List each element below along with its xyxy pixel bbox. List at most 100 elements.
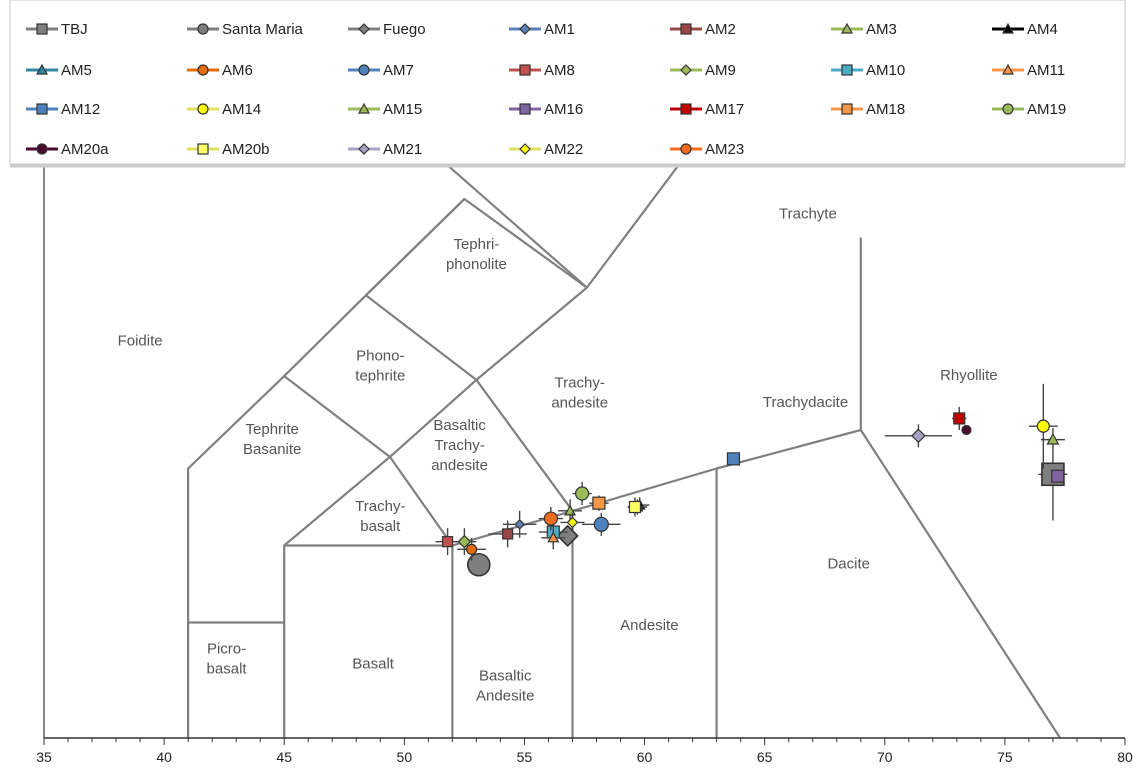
legend-label: AM23: [705, 141, 744, 158]
series-am14: [1028, 383, 1058, 469]
legend-label: AM14: [222, 101, 261, 118]
legend-item-am19: AM19: [992, 101, 1066, 118]
region-label-trachy-andesite: Trachy-andesite: [551, 375, 608, 412]
legend-label: AM20b: [222, 141, 270, 158]
legend-item-am3: AM3: [831, 21, 897, 38]
x-tick-label: 70: [877, 749, 893, 765]
data-point-am17: [953, 412, 966, 425]
legend-marker: [36, 23, 48, 35]
region-label-basaltic-trachy-andesite: Basaltic Trachy-andesite: [431, 417, 488, 474]
legend-marker: [1002, 103, 1014, 115]
boundary-line: [365, 294, 478, 381]
legend-label: Fuego: [383, 21, 426, 38]
region-label-picro-basalt: Picro-basalt: [207, 640, 248, 677]
legend-marker: [35, 63, 49, 75]
legend-item-am11: AM11: [992, 62, 1065, 79]
series-am22: [560, 512, 585, 533]
legend-item-am2: AM2: [670, 21, 736, 38]
legend-item-santa-maria: Santa Maria: [187, 21, 304, 38]
boundary-line: [389, 456, 454, 547]
data-point-am9: [457, 534, 472, 549]
series-am7: [582, 512, 621, 536]
x-tick-label: 35: [36, 749, 52, 765]
legend-marker: [197, 143, 209, 155]
legend-item-am1: AM1: [509, 21, 575, 38]
legend-label: AM11: [1027, 62, 1065, 79]
legend-marker: [841, 103, 853, 115]
legend-item-am23: AM23: [670, 141, 744, 158]
plot-area: FoiditePhonoliteTephri-phonoliteTrachyte…: [43, 0, 1068, 738]
legend-label: AM1: [544, 21, 575, 38]
boundary-line: [283, 286, 588, 738]
legend-marker: [358, 23, 370, 35]
legend-label: AM17: [705, 101, 744, 118]
legend-label: AM7: [383, 62, 414, 79]
legend-item-am5: AM5: [26, 62, 92, 79]
data-point-am19: [574, 486, 590, 501]
legend-label: AM9: [705, 62, 736, 79]
legend-marker: [519, 143, 531, 155]
legend-item-am6: AM6: [187, 62, 253, 79]
legend-marker: [1001, 22, 1015, 34]
legend-label: AM18: [866, 101, 905, 118]
legend-item-am21: AM21: [348, 141, 422, 158]
series-am23: [538, 507, 563, 531]
legend-item-fuego: Fuego: [348, 21, 426, 38]
legend-item-am20a: AM20a: [26, 141, 109, 158]
series-am18: [589, 495, 609, 511]
x-tick-label: 75: [997, 749, 1013, 765]
region-label-trachydacite: Trachydacite: [763, 394, 848, 411]
series-am11: [541, 526, 566, 550]
legend-item-am9: AM9: [670, 62, 736, 79]
legend-marker: [197, 103, 209, 115]
series-am15: [558, 499, 583, 523]
series-am19: [572, 481, 592, 506]
legend-marker: [680, 23, 692, 35]
legend-box: [9, 0, 1126, 165]
legend-marker: [680, 103, 692, 115]
series-santa-maria: [467, 552, 491, 577]
boundary-line: [365, 198, 466, 297]
x-tick-label: 40: [156, 749, 172, 765]
legend-label: AM8: [544, 62, 575, 79]
series-am16: [1051, 469, 1065, 483]
x-tick-label: 60: [637, 749, 653, 765]
region-label-basaltic-andesite: Basaltic Andesite: [476, 667, 534, 704]
data-point-am21: [911, 428, 926, 444]
region-label-foidite: Foidite: [118, 332, 163, 349]
legend-marker: [840, 22, 854, 34]
legend-label: AM10: [866, 62, 905, 79]
series-am2: [488, 520, 527, 548]
legend-marker: [519, 23, 531, 35]
legend-marker: [358, 64, 370, 76]
legend-item-am14: AM14: [187, 101, 261, 118]
legend-item-am10: AM10: [831, 62, 905, 79]
region-label-andesite: Andesite: [620, 617, 678, 634]
data-point-am2: [502, 528, 514, 540]
legend-item-am12: AM12: [26, 101, 100, 118]
data-point-am22: [566, 516, 579, 529]
legend-item-am16: AM16: [509, 101, 583, 118]
legend-item-am4: AM4: [992, 21, 1058, 38]
series-am21: [884, 424, 953, 448]
region-label-trachy-basalt: Trachy-basalt: [355, 498, 405, 535]
legend-marker: [357, 102, 371, 114]
x-axis: 35 40 45 50 55 60 65 70 75 80: [36, 737, 1133, 765]
classification-boundaries: [187, 113, 1062, 738]
legend-label: AM3: [866, 21, 897, 38]
legend-label: AM6: [222, 62, 253, 79]
legend-label: Santa Maria: [222, 21, 304, 38]
legend-marker: [197, 23, 209, 35]
legend-item-am20b: AM20b: [187, 141, 270, 158]
data-point-fuego: [556, 524, 579, 548]
x-tick-label: 65: [757, 749, 773, 765]
legend-marker: [358, 143, 370, 155]
data-point-am15: [564, 504, 577, 516]
series-am6: [457, 537, 487, 561]
data-point-am1: [514, 518, 525, 530]
data-point-am14: [1036, 419, 1050, 433]
series-am20b: [627, 497, 643, 517]
legend-label: AM16: [544, 101, 583, 118]
data-point-am3: [1046, 432, 1060, 445]
